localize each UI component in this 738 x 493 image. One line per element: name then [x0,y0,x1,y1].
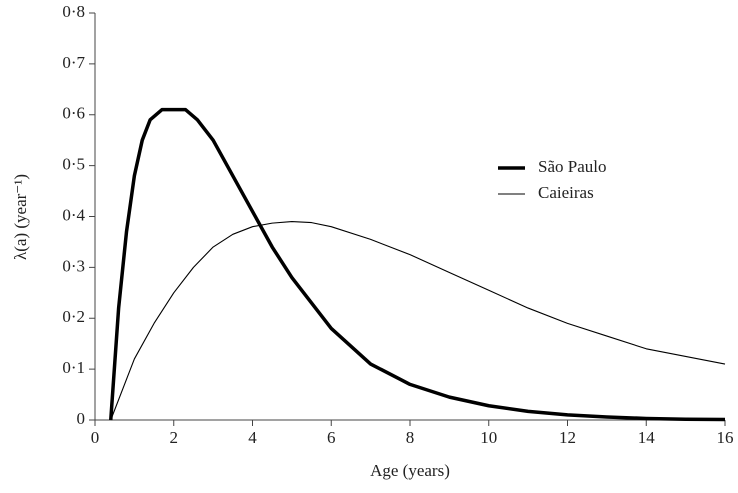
x-axis-label: Age (years) [370,461,450,480]
y-tick-label: 0·2 [62,307,85,326]
y-tick-label: 0·4 [62,205,85,224]
x-tick-label: 4 [248,428,257,447]
x-tick-label: 16 [717,428,734,447]
x-tick-label: 6 [327,428,336,447]
x-tick-label: 2 [170,428,179,447]
y-tick-label: 0·1 [62,358,85,377]
legend-label: Caieiras [538,183,594,202]
x-tick-label: 8 [406,428,415,447]
y-tick-label: 0·5 [62,155,85,174]
y-tick-label: 0·3 [62,256,85,275]
legend-label: São Paulo [538,157,606,176]
y-tick-label: 0·7 [62,53,85,72]
y-tick-label: 0 [77,409,86,428]
x-tick-label: 14 [638,428,656,447]
y-tick-label: 0·8 [62,2,85,21]
y-tick-label: 0·6 [62,104,85,123]
data-line [109,107,726,422]
x-tick-label: 10 [480,428,497,447]
data-line [110,221,726,421]
y-axis-label: λ(a) (year⁻¹) [11,174,30,260]
x-tick-label: 12 [559,428,576,447]
x-tick-label: 0 [91,428,100,447]
